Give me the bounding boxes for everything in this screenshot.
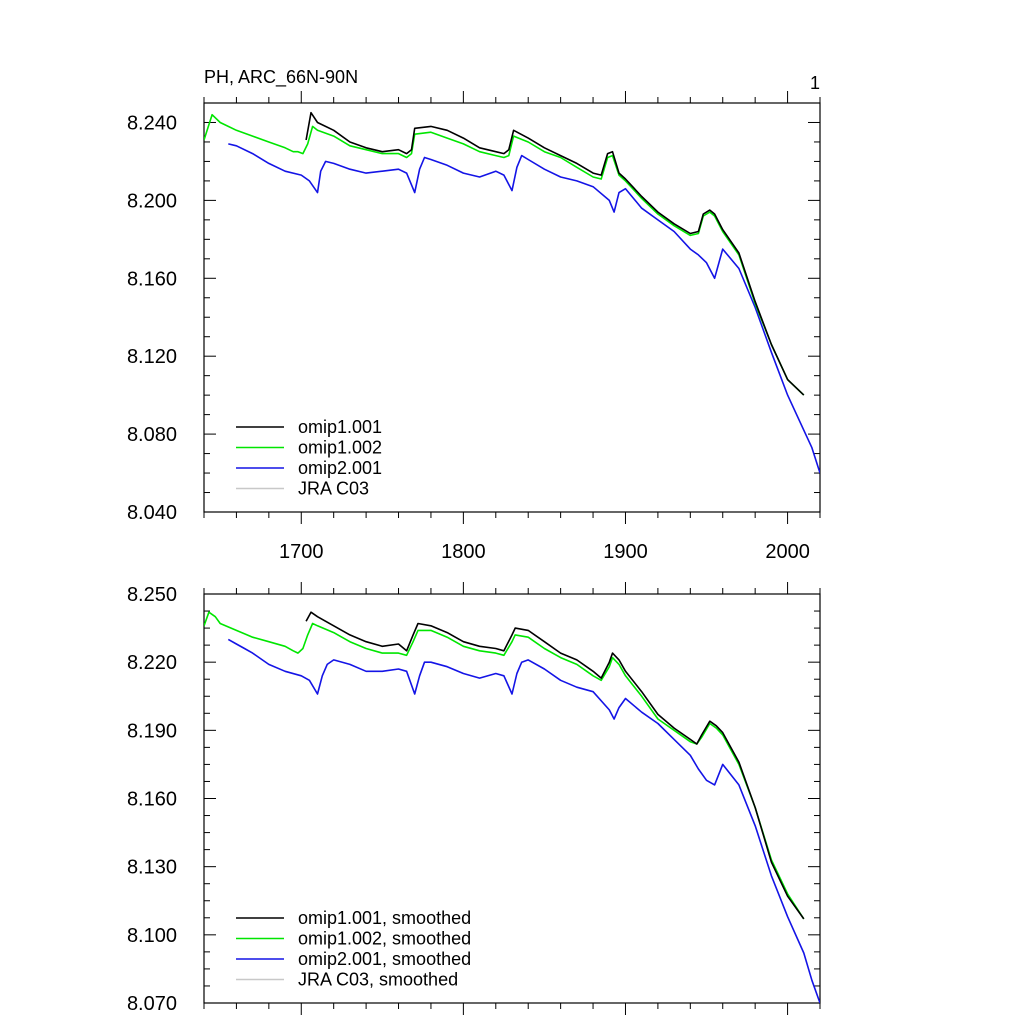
x-tick-label: 2000 xyxy=(765,541,810,563)
y-tick-label: 8.160 xyxy=(127,789,177,811)
x-tick-label: 1700 xyxy=(279,541,324,563)
legend-label: omip1.001 xyxy=(298,417,382,437)
legend-label: JRA C03, smoothed xyxy=(298,970,458,990)
plot-number: 1 xyxy=(810,73,820,93)
legend-label: omip2.001, smoothed xyxy=(298,949,471,969)
bottom-panel: 8.070 8.100 8.130 8.160 8.190 8.220 8.250 omip1… xyxy=(127,582,821,1015)
y-tick-label: 8.220 xyxy=(127,652,177,674)
y-tick-label: 8.200 xyxy=(127,190,177,212)
plot-frame xyxy=(203,593,821,1004)
y-tick-label: 8.080 xyxy=(127,424,177,446)
y-tick-label: 8.120 xyxy=(127,346,177,368)
y-tick-label: 8.040 xyxy=(127,502,177,524)
x-tick-label: 1900 xyxy=(603,541,648,563)
y-tick-label: 8.100 xyxy=(127,925,177,947)
legend-label: omip1.002 xyxy=(298,438,382,458)
legend-label: JRA C03 xyxy=(298,479,369,499)
y-tick-label: 8.070 xyxy=(127,993,177,1015)
legend-label: omip1.002, smoothed xyxy=(298,929,471,949)
series-line-omip2-001 xyxy=(228,143,820,474)
y-tick-label: 8.250 xyxy=(127,584,177,606)
y-tick-label: 8.240 xyxy=(127,112,177,134)
y-tick-label: 8.160 xyxy=(127,268,177,290)
plot-title: PH, ARC_66N-90N xyxy=(204,67,358,88)
series-line-omip2-001-smoothed xyxy=(227,638,820,1003)
series-line-omip1-001 xyxy=(305,111,805,396)
plot-frame xyxy=(203,102,821,513)
y-tick-label: 8.190 xyxy=(127,720,177,742)
series-line-omip1-002 xyxy=(204,113,805,396)
legend-label: omip2.001 xyxy=(298,458,382,478)
top-panel: 8.040 8.080 8.120 8.160 8.200 8.240 1700 1800 19… xyxy=(127,91,821,563)
x-tick-label: 1800 xyxy=(441,541,486,563)
legend-label: omip1.001, smoothed xyxy=(298,908,471,928)
series-line-omip1-002-smoothed xyxy=(204,611,805,920)
y-tick-label: 8.130 xyxy=(127,857,177,879)
series-line-omip1-001-smoothed xyxy=(305,611,805,920)
